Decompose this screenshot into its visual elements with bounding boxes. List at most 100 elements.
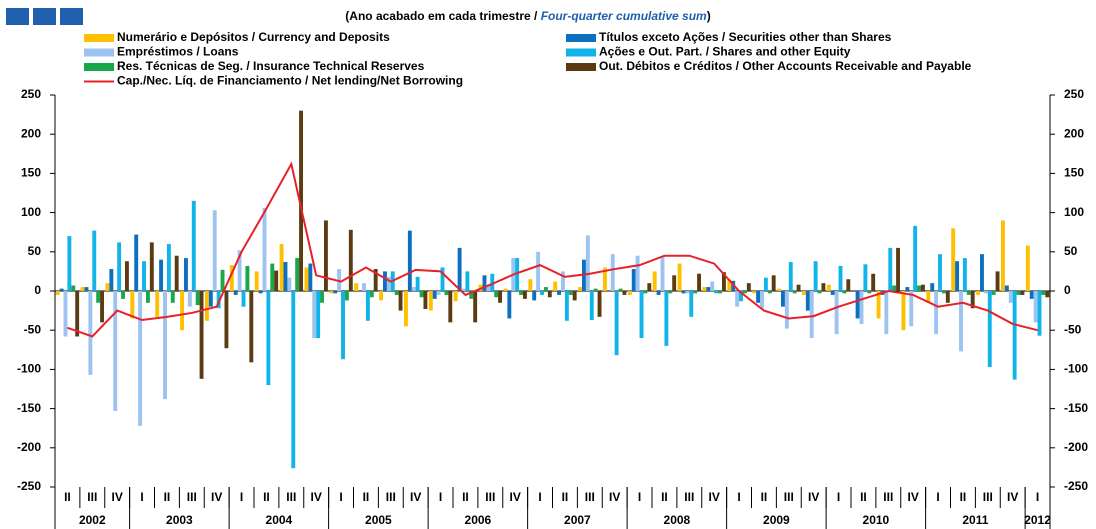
bar — [771, 275, 776, 291]
bar — [610, 254, 615, 291]
y2-tick-label: 0 — [1064, 283, 1071, 297]
bar — [80, 287, 85, 291]
x-tick-label: IV — [808, 490, 819, 504]
legend-label: Res. Técnicas de Seg. / Insurance Techni… — [117, 59, 425, 73]
bar — [627, 291, 632, 295]
bar — [503, 288, 508, 291]
bar — [258, 291, 263, 294]
bar — [867, 291, 872, 294]
y2-tick-label: 200 — [1064, 126, 1084, 140]
x-tick-label: III — [883, 490, 893, 504]
y2-tick-label: 50 — [1064, 244, 1078, 258]
bar — [159, 259, 164, 291]
x-tick-label: II — [363, 490, 370, 504]
y-tick-label: 100 — [21, 205, 41, 219]
bar — [941, 291, 946, 294]
y-tick-label: -200 — [17, 440, 41, 454]
bar — [270, 263, 275, 291]
line — [67, 161, 1038, 338]
bar — [469, 291, 474, 299]
bar — [561, 271, 565, 291]
bar — [622, 291, 627, 295]
bar — [777, 288, 782, 291]
bar — [553, 281, 558, 291]
bar — [59, 288, 64, 291]
bar — [796, 284, 801, 291]
bar — [440, 267, 445, 291]
bar — [444, 291, 449, 295]
bar — [863, 264, 868, 291]
bar — [830, 291, 835, 295]
bar — [117, 242, 122, 291]
bar — [905, 287, 910, 291]
bar — [660, 255, 665, 291]
bar — [884, 291, 889, 335]
bar — [71, 285, 76, 291]
y-tick-label: -150 — [17, 401, 41, 415]
bar — [1037, 291, 1042, 336]
y-tick-label: 250 — [21, 87, 41, 101]
chart-title: (Ano acabado em cada trimestre / Four-qu… — [345, 9, 710, 23]
bar — [585, 235, 590, 291]
x-tick-label: I — [737, 490, 740, 504]
bar — [212, 210, 217, 291]
logo-block — [60, 8, 83, 25]
bar — [333, 291, 338, 294]
bar — [1004, 285, 1009, 291]
bar — [121, 291, 125, 299]
bar — [216, 291, 221, 309]
bar — [187, 291, 192, 307]
bar — [980, 254, 984, 291]
bar — [312, 291, 317, 339]
bar — [166, 243, 171, 291]
bar — [274, 270, 279, 291]
bar — [987, 291, 992, 368]
bar — [983, 291, 988, 294]
y-tick-label: 150 — [21, 166, 41, 180]
bar — [926, 291, 931, 303]
bar — [955, 261, 960, 291]
y-tick-label: 50 — [28, 244, 42, 258]
bar — [394, 291, 399, 295]
x-tick-label: I — [936, 490, 939, 504]
bar — [134, 234, 139, 291]
bar — [756, 291, 761, 303]
bar — [1000, 220, 1005, 291]
bar — [930, 283, 935, 291]
bar — [643, 291, 648, 294]
bar — [245, 265, 250, 291]
bar — [411, 287, 416, 291]
x-tick-label: III — [983, 490, 993, 504]
bar — [249, 291, 254, 363]
bar — [532, 291, 537, 301]
bar — [174, 255, 179, 291]
year-label: 2006 — [465, 513, 492, 527]
x-tick-label: IV — [211, 490, 222, 504]
bar — [995, 271, 1000, 291]
bar — [1045, 291, 1050, 298]
bar — [763, 277, 768, 291]
x-tick-label: III — [585, 490, 595, 504]
legend-swatch — [566, 63, 596, 71]
y2-tick-label: 100 — [1064, 205, 1084, 219]
bar — [224, 291, 229, 349]
bar — [423, 291, 428, 310]
bar — [55, 291, 60, 295]
legend-label: Títulos exceto Ações / Securities other … — [599, 30, 892, 44]
bar — [453, 291, 458, 302]
bar — [602, 267, 607, 291]
bar — [834, 291, 839, 335]
bar — [593, 288, 598, 291]
bar — [938, 254, 942, 291]
bar — [465, 271, 470, 291]
bar — [262, 207, 267, 291]
bar — [809, 291, 814, 339]
bar — [838, 265, 843, 291]
x-tick-label: I — [240, 490, 243, 504]
y2-tick-label: -100 — [1064, 362, 1088, 376]
bar — [528, 279, 533, 291]
bar — [1029, 291, 1034, 299]
x-tick-label: III — [485, 490, 495, 504]
bar — [568, 291, 573, 295]
bar — [792, 291, 797, 294]
